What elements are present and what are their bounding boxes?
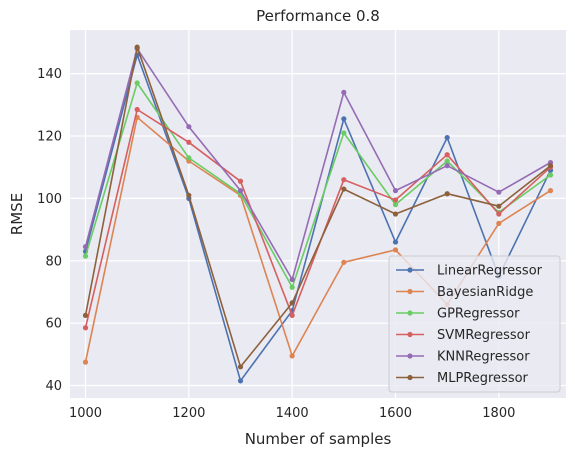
data-point	[82, 359, 89, 365]
x-tick-labels: 1000 1200 1400 1600 1800	[69, 406, 515, 421]
data-point	[392, 211, 399, 217]
legend-marker	[407, 374, 413, 381]
x-tick-label: 1000	[69, 406, 102, 421]
data-point	[186, 139, 192, 145]
data-point	[547, 188, 554, 194]
legend-entry-label: KNNRegressor	[437, 350, 530, 365]
data-point	[444, 158, 450, 164]
data-point	[186, 192, 192, 198]
y-tick-label: 120	[37, 130, 62, 145]
series-line	[84, 46, 551, 368]
series-MLPRegressor	[82, 44, 554, 370]
data-point	[496, 189, 502, 195]
data-point	[392, 202, 399, 208]
data-point	[237, 188, 244, 194]
data-point	[444, 152, 450, 158]
data-point	[341, 116, 347, 122]
data-point	[392, 247, 399, 253]
data-point	[444, 134, 450, 141]
x-axis-label: Number of samples	[245, 430, 392, 448]
data-point	[134, 44, 140, 50]
data-point	[82, 244, 89, 250]
legend-marker	[407, 331, 413, 338]
series-line	[84, 47, 551, 281]
data-point	[134, 106, 140, 113]
data-point	[289, 312, 295, 318]
data-point	[186, 124, 192, 130]
legend-marker	[407, 310, 413, 316]
y-tick-label: 100	[37, 192, 62, 207]
data-point	[237, 378, 244, 384]
data-point	[82, 253, 89, 259]
x-tick-label: 1600	[379, 406, 412, 421]
legend-entry-label: GPRegressor	[437, 307, 520, 322]
grid-lines	[70, 30, 566, 398]
data-point	[341, 259, 347, 265]
data-point	[134, 80, 140, 86]
data-point	[289, 300, 295, 306]
y-tick-label: 140	[37, 67, 62, 82]
data-point	[237, 178, 244, 184]
data-point	[237, 364, 244, 370]
data-point	[496, 220, 502, 226]
data-point	[496, 211, 502, 217]
data-point	[82, 325, 89, 331]
legend: LinearRegressor BayesianRidge GPRegressor S…	[388, 255, 561, 393]
legend-marker	[407, 353, 413, 359]
data-point	[392, 239, 399, 245]
y-axis-label: RMSE	[8, 193, 26, 235]
data-point	[444, 191, 450, 197]
y-tick-label: 80	[45, 254, 62, 269]
legend-entry-label: BayesianRidge	[437, 285, 533, 300]
y-tick-labels: 40 60 80 100 120 140	[37, 67, 62, 394]
legend-box	[388, 255, 561, 393]
data-point	[341, 177, 347, 183]
legend-entry-label: SVMRegressor	[437, 328, 531, 343]
data-point	[289, 276, 295, 283]
data-point	[547, 163, 554, 169]
data-point	[341, 130, 347, 136]
y-tick-label: 40	[45, 379, 62, 394]
data-point	[289, 353, 295, 359]
data-point	[186, 155, 192, 161]
x-tick-label: 1400	[276, 406, 309, 421]
data-point	[341, 89, 347, 95]
legend-marker	[407, 288, 413, 295]
data-point	[82, 312, 89, 318]
data-point	[392, 188, 399, 194]
data-point	[392, 197, 399, 203]
data-point	[289, 284, 295, 290]
data-point	[496, 203, 502, 209]
x-tick-label: 1800	[482, 406, 515, 421]
y-tick-label: 60	[45, 317, 62, 332]
chart-title: Performance 0.8	[256, 7, 380, 25]
data-point	[547, 172, 554, 178]
data-point	[341, 186, 347, 192]
legend-entry-label: MLPRegressor	[437, 371, 529, 386]
legend-entry-label: LinearRegressor	[437, 264, 543, 279]
data-point	[444, 163, 450, 169]
legend-marker	[407, 267, 413, 273]
x-tick-label: 1200	[172, 406, 205, 421]
